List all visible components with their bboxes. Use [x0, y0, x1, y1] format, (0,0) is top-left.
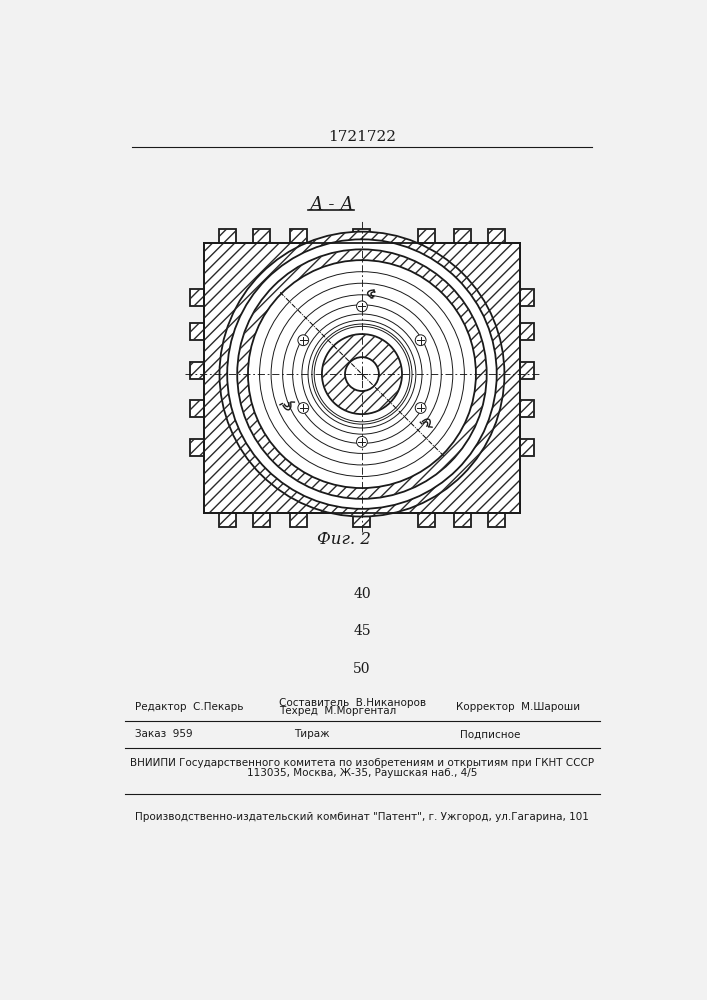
Bar — [290, 229, 307, 243]
Bar — [253, 229, 270, 243]
Text: Корректор  М.Шароши: Корректор М.Шароши — [456, 702, 580, 712]
Text: ВНИИПИ Государственного комитета по изобретениям и открытиям при ГКНТ СССР: ВНИИПИ Государственного комитета по изоб… — [130, 758, 594, 768]
Bar — [520, 362, 534, 379]
Bar — [190, 289, 204, 306]
Bar — [190, 323, 204, 340]
Bar — [354, 229, 370, 243]
Circle shape — [219, 232, 504, 517]
Bar — [190, 439, 204, 456]
Circle shape — [248, 260, 476, 488]
Bar — [520, 400, 534, 417]
Bar — [520, 362, 534, 379]
Bar — [253, 229, 270, 243]
Bar — [454, 513, 471, 527]
Text: Фиг. 2: Фиг. 2 — [317, 531, 371, 548]
Text: Составитель  В.Никаноров: Составитель В.Никаноров — [279, 698, 426, 708]
Bar — [253, 513, 270, 527]
Bar — [520, 323, 534, 340]
Circle shape — [345, 357, 379, 391]
Bar — [190, 400, 204, 417]
Bar — [489, 229, 506, 243]
Bar — [489, 513, 506, 527]
Text: Техред  М.Моргентал: Техред М.Моргентал — [279, 706, 396, 716]
Bar — [520, 400, 534, 417]
Circle shape — [298, 335, 309, 346]
Bar — [520, 323, 534, 340]
Bar — [520, 439, 534, 456]
Text: Производственно-издательский комбинат "Патент", г. Ужгород, ул.Гагарина, 101: Производственно-издательский комбинат "П… — [135, 812, 589, 822]
Text: 45: 45 — [353, 624, 370, 638]
Bar — [290, 513, 307, 527]
Bar — [204, 243, 520, 513]
Bar — [454, 229, 471, 243]
Circle shape — [415, 403, 426, 413]
Text: Подписное: Подписное — [460, 729, 520, 739]
Bar — [489, 513, 506, 527]
Text: А - А: А - А — [309, 196, 354, 214]
Text: Заказ  959: Заказ 959 — [135, 729, 192, 739]
Bar — [489, 229, 506, 243]
Text: 40: 40 — [353, 587, 370, 601]
Circle shape — [415, 335, 426, 346]
Circle shape — [356, 301, 368, 312]
Bar — [218, 513, 235, 527]
Bar — [454, 513, 471, 527]
Bar — [190, 362, 204, 379]
Circle shape — [356, 436, 368, 447]
Bar — [354, 229, 370, 243]
Bar — [190, 400, 204, 417]
Bar — [418, 513, 435, 527]
Circle shape — [227, 239, 497, 509]
Bar — [354, 513, 370, 527]
Bar — [520, 289, 534, 306]
Text: Редактор  С.Пекарь: Редактор С.Пекарь — [135, 702, 243, 712]
Bar — [520, 289, 534, 306]
Bar — [418, 229, 435, 243]
Text: 50: 50 — [354, 662, 370, 676]
Bar — [290, 513, 307, 527]
Bar — [354, 513, 370, 527]
Bar — [190, 323, 204, 340]
Bar — [418, 513, 435, 527]
Bar — [290, 229, 307, 243]
Text: 1721722: 1721722 — [328, 130, 396, 144]
Bar — [218, 229, 235, 243]
Circle shape — [322, 334, 402, 414]
Bar — [454, 229, 471, 243]
Bar — [520, 439, 534, 456]
Text: 113035, Москва, Ж-35, Раушская наб., 4/5: 113035, Москва, Ж-35, Раушская наб., 4/5 — [247, 768, 477, 778]
Circle shape — [219, 232, 504, 517]
Circle shape — [238, 249, 486, 499]
Bar — [190, 362, 204, 379]
Bar — [190, 289, 204, 306]
Bar — [204, 243, 520, 513]
Circle shape — [298, 403, 309, 413]
Bar — [418, 229, 435, 243]
Bar — [218, 229, 235, 243]
Bar — [190, 439, 204, 456]
Bar — [218, 513, 235, 527]
Bar — [253, 513, 270, 527]
Text: Тираж: Тираж — [294, 729, 330, 739]
